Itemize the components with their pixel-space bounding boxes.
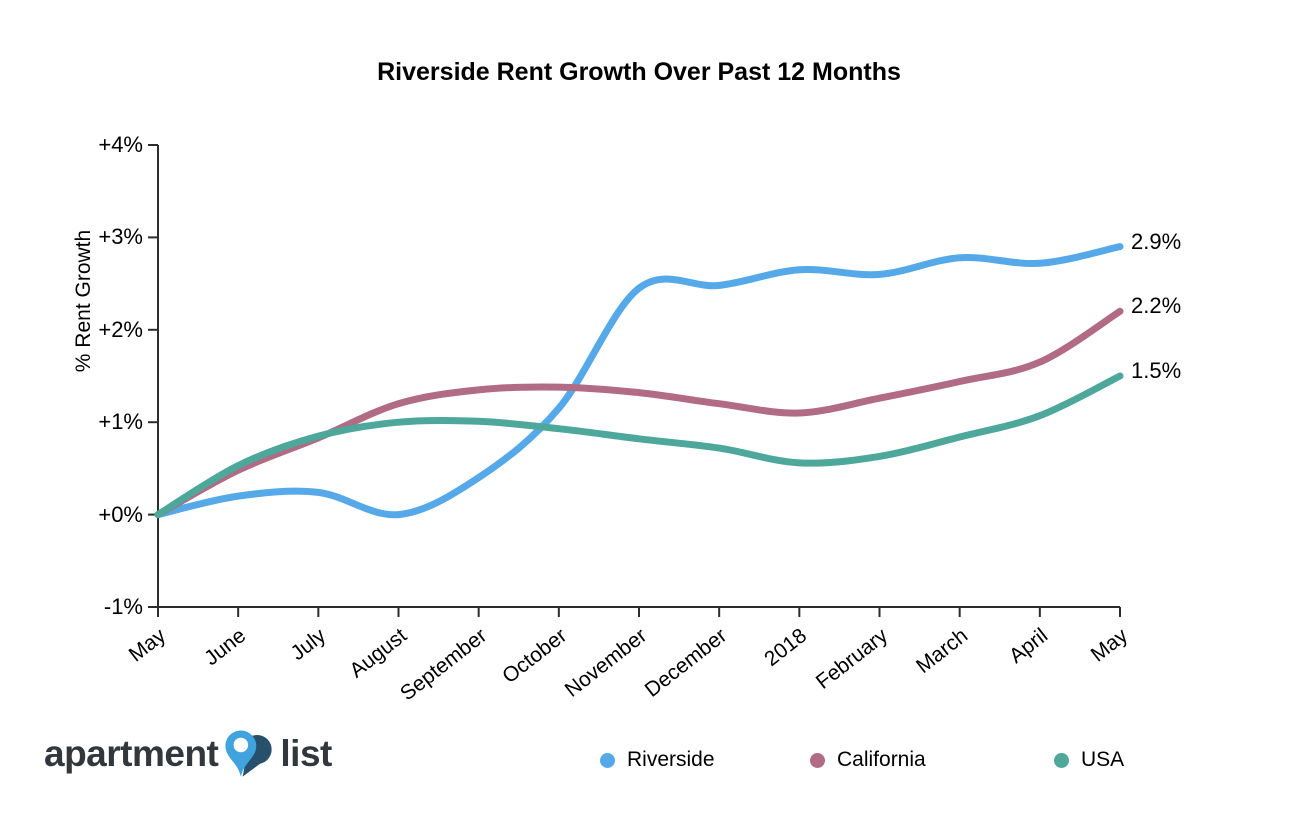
legend-item-usa: USA (1054, 748, 1124, 772)
legend-dot-riverside-icon (600, 752, 615, 768)
legend-label-riverside: Riverside (627, 748, 715, 771)
series-line-riverside (154, 243, 1124, 519)
logo-text-apartment: apartment (44, 733, 219, 774)
series-end-label-riverside: 2.9% (1131, 228, 1182, 254)
map-pin-icon (225, 730, 273, 777)
logo-text-list: list (280, 733, 332, 774)
y-tick-label: +1% (98, 409, 143, 435)
y-tick-label: +4% (98, 132, 143, 157)
apartment-list-logo: apartment list (44, 724, 332, 784)
series-line-usa (154, 372, 1124, 519)
legend-dot-california-icon (810, 752, 825, 768)
legend-label-california: California (837, 748, 926, 771)
legend-dot-usa-icon (1054, 752, 1069, 768)
series-line-california (154, 307, 1124, 519)
legend-item-riverside: Riverside (600, 748, 715, 772)
series-end-label-usa: 1.5% (1131, 358, 1182, 383)
y-tick-label: +0% (98, 501, 143, 527)
y-tick-label: +2% (98, 316, 143, 342)
y-tick-label: -1% (103, 594, 143, 619)
y-tick-label: +3% (98, 224, 143, 250)
chart-title: Riverside Rent Growth Over Past 12 Month… (377, 58, 901, 86)
series-end-label-california: 2.2% (1131, 293, 1182, 319)
legend-label-usa: USA (1081, 748, 1125, 771)
legend-item-california: California (810, 748, 926, 772)
